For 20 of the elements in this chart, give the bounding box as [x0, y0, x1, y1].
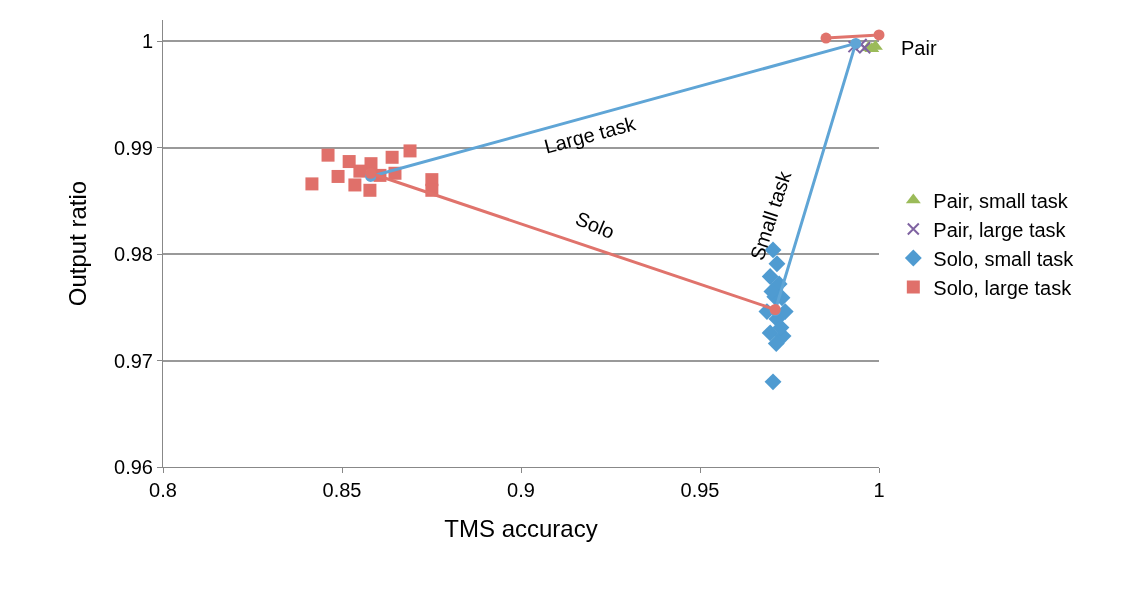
x-tick-label: 0.85 — [322, 479, 362, 501]
x-tick-label: 1 — [873, 479, 885, 501]
y-tick-label: 0.98 — [114, 243, 153, 266]
legend-label: Solo, small task — [933, 247, 1075, 270]
annotation: Solo — [572, 207, 618, 244]
legend-label: Solo, large task — [933, 276, 1073, 299]
x-tick-label: 0.8 — [149, 479, 177, 501]
y-tick-label: 0.96 — [114, 456, 153, 478]
annotation: Small task — [745, 167, 796, 263]
annotation: Large task — [541, 112, 639, 158]
x-tick-label: 0.95 — [680, 479, 720, 501]
y-axis-title: Output ratio — [64, 180, 92, 307]
legend-label: Pair, large task — [933, 218, 1067, 241]
y-tick-label: 1 — [141, 30, 153, 53]
x-tick-label: 0.9 — [507, 479, 535, 501]
annotation: Pair — [901, 37, 937, 59]
y-tick-label: 0.97 — [114, 349, 153, 372]
x-axis-title: TMS accuracy — [444, 515, 598, 543]
legend-label: Pair, small task — [933, 189, 1069, 212]
y-tick-label: 0.99 — [114, 136, 153, 159]
